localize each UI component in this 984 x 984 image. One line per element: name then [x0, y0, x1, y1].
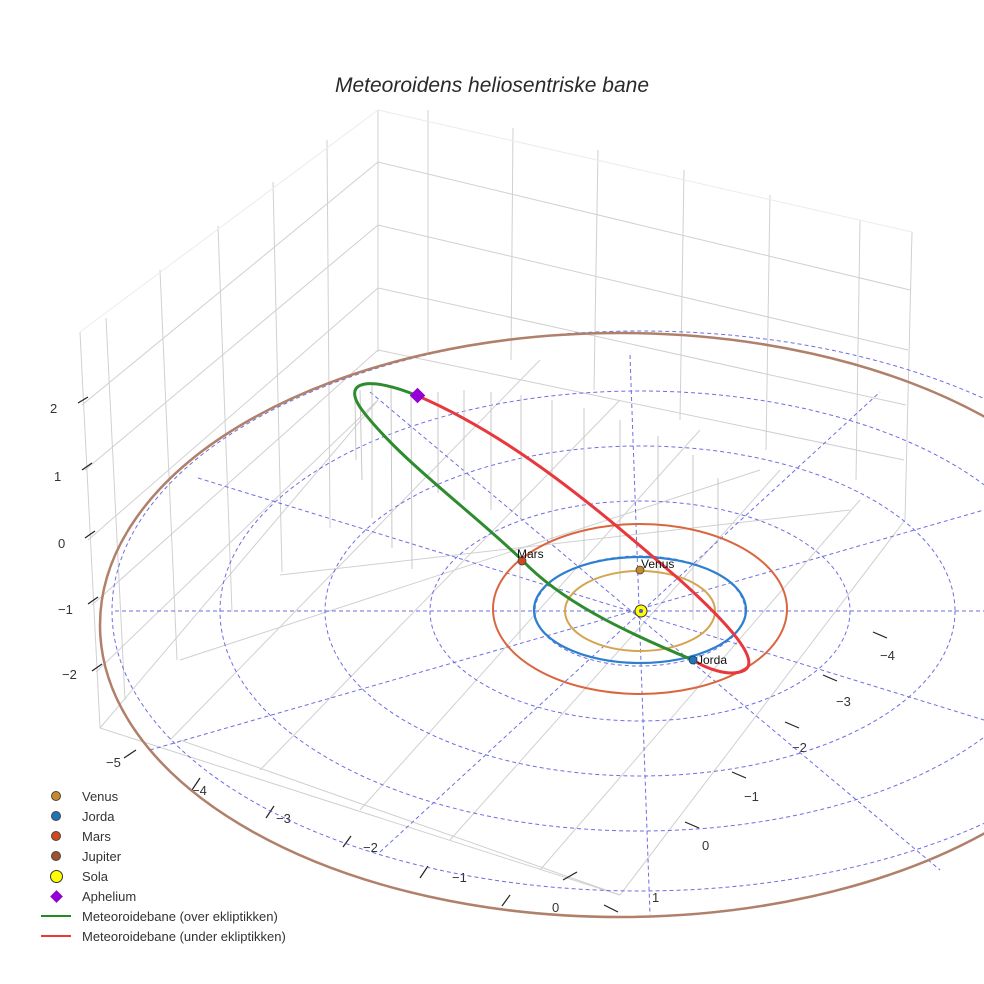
svg-text:2: 2	[50, 401, 57, 416]
legend-item-over[interactable]: Meteoroidebane (over ekliptikken)	[36, 906, 286, 926]
jorda-orbit	[532, 555, 748, 665]
mars-marker[interactable]	[517, 556, 527, 566]
aphelium-marker[interactable]	[409, 387, 426, 404]
green-line-icon	[41, 915, 71, 917]
z-axis-ticks: 2 1 0 −1 −2	[50, 401, 77, 682]
jupiter-dot-icon	[51, 851, 61, 861]
venus-label: Venus	[641, 557, 674, 571]
sun-icon	[49, 869, 63, 883]
svg-text:−3: −3	[276, 811, 291, 826]
svg-text:−2: −2	[792, 740, 807, 755]
svg-text:−1: −1	[744, 789, 759, 804]
svg-text:0: 0	[58, 536, 65, 551]
y-axis-ticks: −4 −3 −2 −1 0	[702, 648, 895, 853]
mars-dot-icon	[51, 831, 61, 841]
legend-item-venus[interactable]: Venus	[36, 786, 286, 806]
svg-text:−2: −2	[62, 667, 77, 682]
legend: Venus Jorda Mars Jupiter Sola Aphelium M…	[36, 786, 286, 946]
svg-text:0: 0	[702, 838, 709, 853]
legend-item-sola[interactable]: Sola	[36, 866, 286, 886]
chart-title: Meteoroidens heliosentriske bane	[334, 74, 650, 97]
mars-orbit	[492, 523, 788, 695]
svg-text:−2: −2	[363, 840, 378, 855]
ecliptic-grid	[111, 330, 984, 916]
svg-text:1: 1	[652, 890, 659, 905]
meteoroid-orbit-under	[417, 394, 751, 675]
jorda-dot-icon	[51, 811, 61, 821]
svg-text:−5: −5	[106, 755, 121, 770]
mars-label: Mars	[517, 547, 544, 561]
svg-text:1: 1	[54, 469, 61, 484]
red-line-icon	[41, 935, 71, 937]
sola-marker[interactable]	[634, 604, 648, 618]
axis-box-grid	[79, 109, 913, 896]
legend-item-under[interactable]: Meteoroidebane (under ekliptikken)	[36, 926, 286, 946]
venus-marker[interactable]	[635, 565, 645, 575]
svg-text:0: 0	[552, 900, 559, 915]
svg-text:−1: −1	[452, 870, 467, 885]
jorda-label: Jorda	[697, 653, 727, 667]
legend-item-jupiter[interactable]: Jupiter	[36, 846, 286, 866]
legend-item-aphelium[interactable]: Aphelium	[36, 886, 286, 906]
meteoroid-orbit-over	[353, 382, 694, 662]
venus-dot-icon	[51, 791, 61, 801]
tick-marks	[77, 396, 888, 913]
svg-text:−1: −1	[58, 602, 73, 617]
diamond-icon	[49, 889, 63, 903]
jupiter-orbit	[98, 331, 984, 919]
svg-text:−3: −3	[836, 694, 851, 709]
legend-item-mars[interactable]: Mars	[36, 826, 286, 846]
jorda-marker[interactable]	[688, 655, 698, 665]
x-axis-ticks: −5 −4 −3 −2 −1 0 1	[106, 755, 659, 915]
svg-text:−4: −4	[880, 648, 895, 663]
legend-item-jorda[interactable]: Jorda	[36, 806, 286, 826]
